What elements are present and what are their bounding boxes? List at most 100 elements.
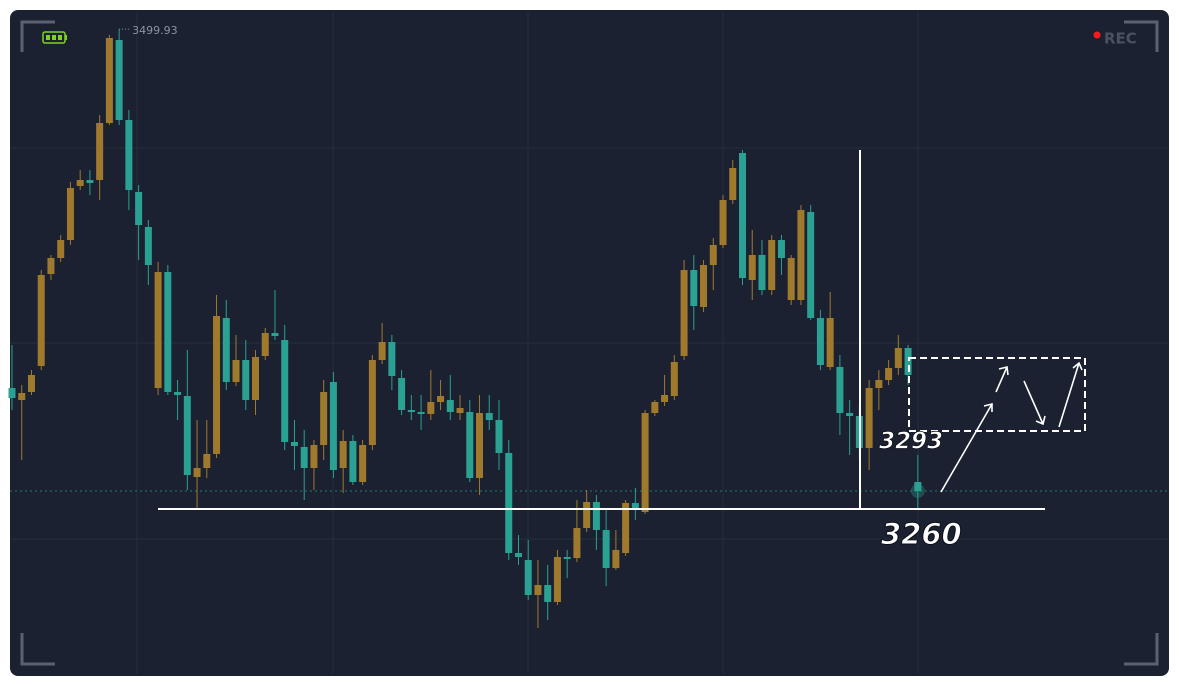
candle-body [437, 396, 445, 402]
target-box [908, 357, 1086, 432]
candle-body [290, 442, 298, 446]
candle-body [193, 468, 201, 477]
candle-body [76, 180, 84, 186]
rec-label: REC [1104, 30, 1137, 48]
frame-corners [20, 20, 1159, 666]
candle-body [349, 441, 357, 482]
battery-cell [46, 35, 50, 40]
arrows [940, 361, 1083, 493]
candle-body [281, 340, 289, 442]
candle-body [807, 212, 815, 318]
candle-body [398, 378, 406, 410]
candle-body [797, 210, 805, 300]
candle-body [777, 240, 785, 258]
grid [10, 12, 1168, 674]
candle-body [320, 392, 328, 445]
candle-body [524, 560, 532, 595]
candle-body [213, 316, 221, 454]
candle-body [612, 550, 620, 568]
candle-body [203, 454, 211, 468]
corner [1124, 20, 1159, 52]
candle-body [875, 380, 883, 388]
last-candle-glow [910, 484, 925, 498]
candle-body [105, 38, 113, 123]
candle-body [631, 503, 639, 510]
candle-body [719, 200, 727, 245]
candle-body [787, 258, 795, 300]
candle-body [183, 396, 191, 475]
candle-body [865, 388, 873, 448]
arrow [995, 366, 1009, 393]
candle-body [670, 362, 678, 396]
candle-body [174, 392, 182, 395]
candle-body [709, 245, 717, 265]
candle-body [602, 530, 610, 568]
candle-body [407, 410, 415, 412]
candle-body [18, 393, 26, 400]
candle-body [476, 413, 484, 478]
candle-body [135, 192, 143, 225]
candle-body [388, 342, 396, 376]
candle-body [729, 168, 737, 200]
corner [20, 633, 55, 666]
candle-body [573, 528, 581, 558]
candle-body [37, 275, 45, 366]
candle-body [553, 557, 561, 602]
battery-tip [65, 35, 67, 40]
candle-body [359, 445, 367, 482]
candle-body [300, 447, 308, 468]
candle-body [758, 255, 766, 290]
candle-body [583, 502, 591, 528]
arrow [940, 402, 993, 493]
candle-body [164, 272, 172, 392]
battery-cell [58, 35, 62, 40]
candle-body [690, 270, 698, 306]
candle-body [514, 553, 522, 557]
candle-body [485, 413, 493, 420]
arrow [1058, 361, 1083, 428]
candle-body [222, 318, 230, 382]
candle-body [894, 348, 902, 368]
candle-body [125, 120, 133, 190]
candle-body [505, 453, 513, 553]
candle-body [27, 375, 35, 392]
candle-body [622, 503, 630, 553]
candle-body [846, 413, 854, 416]
candle-body [904, 348, 912, 375]
candle-body [232, 360, 240, 382]
candle-body [310, 445, 318, 468]
candle-body [700, 265, 708, 307]
candle-body [368, 360, 376, 445]
candle-body [271, 333, 279, 336]
candle-body [495, 420, 503, 453]
candle-body [417, 412, 425, 414]
corner [20, 20, 55, 52]
candle-body [154, 272, 162, 388]
candle-body [641, 413, 649, 512]
candle-body [115, 40, 123, 120]
candle-body [563, 557, 571, 559]
candle-body [768, 240, 776, 290]
candle-body [826, 318, 834, 367]
candle-body [66, 188, 74, 240]
candle-body [466, 412, 474, 478]
candle-body [680, 270, 688, 356]
candle-body [86, 180, 94, 183]
candle-body [242, 360, 250, 400]
candle-body [57, 240, 65, 258]
candle-body [339, 441, 347, 468]
high-label: 3499.93 [132, 24, 178, 37]
candle-body [534, 585, 542, 595]
candle-body [456, 408, 464, 413]
battery-cell [52, 35, 56, 40]
candle-body [47, 258, 55, 274]
corner [1124, 633, 1159, 666]
candle-body [378, 342, 386, 360]
candle-body [739, 153, 746, 278]
candle-body [144, 227, 152, 265]
candle-body [329, 382, 337, 470]
candle-body [816, 318, 824, 365]
level-label: 3293 [879, 429, 943, 455]
candle-body [427, 402, 435, 414]
